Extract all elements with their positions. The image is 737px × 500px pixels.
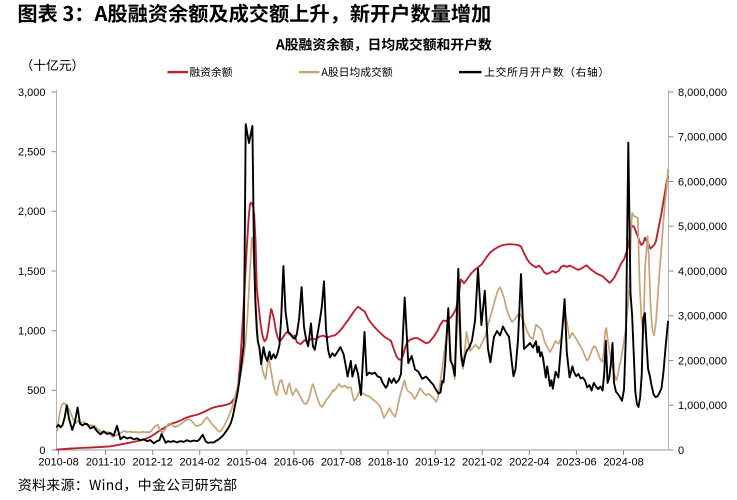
svg-text:1,000,000: 1,000,000 [678, 400, 727, 412]
svg-text:2016-06: 2016-06 [274, 457, 314, 469]
svg-text:2,000,000: 2,000,000 [678, 355, 727, 367]
svg-text:1,500: 1,500 [18, 266, 46, 278]
svg-text:1,000: 1,000 [18, 326, 46, 338]
svg-text:2010-08: 2010-08 [38, 457, 78, 469]
svg-text:4,000,000: 4,000,000 [678, 266, 727, 278]
svg-text:2019-12: 2019-12 [415, 457, 455, 469]
svg-text:500: 500 [27, 385, 45, 397]
svg-text:2,000: 2,000 [18, 206, 46, 218]
svg-text:2018-10: 2018-10 [368, 457, 408, 469]
svg-text:2011-10: 2011-10 [86, 457, 126, 469]
svg-text:2024-08: 2024-08 [603, 457, 643, 469]
svg-text:6,000,000: 6,000,000 [678, 176, 727, 188]
svg-text:0: 0 [39, 445, 45, 457]
svg-text:2012-12: 2012-12 [133, 457, 173, 469]
svg-text:0: 0 [678, 445, 684, 457]
svg-text:2017-08: 2017-08 [321, 457, 361, 469]
svg-text:7,000,000: 7,000,000 [678, 132, 727, 144]
svg-text:8,000,000: 8,000,000 [678, 87, 727, 99]
svg-text:2023-06: 2023-06 [556, 457, 596, 469]
svg-text:5,000,000: 5,000,000 [678, 221, 727, 233]
svg-text:2015-04: 2015-04 [227, 457, 267, 469]
svg-text:2022-04: 2022-04 [509, 457, 549, 469]
svg-text:2014-02: 2014-02 [180, 457, 220, 469]
svg-text:2021-02: 2021-02 [462, 457, 502, 469]
svg-text:3,000,000: 3,000,000 [678, 311, 727, 323]
svg-text:2,500: 2,500 [18, 147, 46, 159]
svg-text:3,000: 3,000 [18, 87, 46, 99]
